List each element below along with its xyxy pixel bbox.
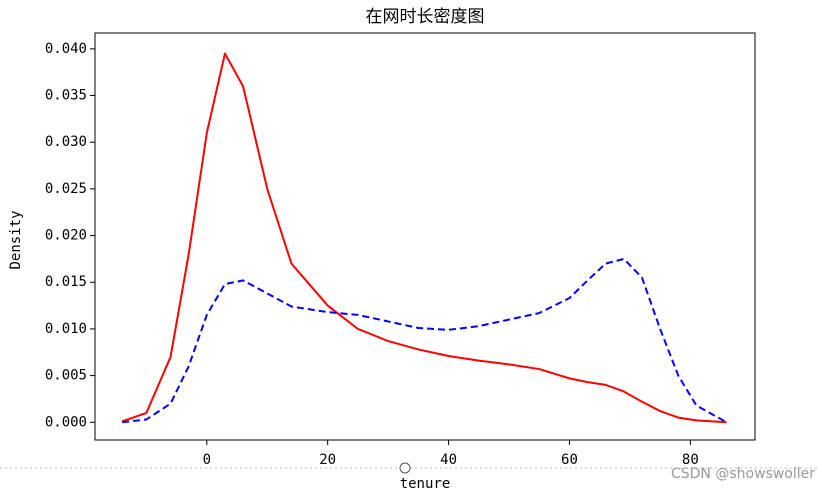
x-tick-label: 60 — [561, 452, 578, 468]
density-line — [121, 52, 727, 424]
chart-title: 在网时长密度图 — [366, 7, 485, 27]
y-tick-label: 0.000 — [45, 414, 87, 430]
x-tick-label: 20 — [319, 452, 336, 468]
x-tick-label: 40 — [440, 452, 457, 468]
y-tick-label: 0.010 — [45, 321, 87, 337]
y-tick-label: 0.040 — [45, 41, 87, 57]
x-tick-label: 0 — [203, 452, 211, 468]
y-tick-label: 0.020 — [45, 228, 87, 244]
y-tick-label: 0.025 — [45, 181, 87, 197]
x-tick-label: 80 — [682, 452, 699, 468]
y-tick-label: 0.035 — [45, 88, 87, 104]
x-axis-label: tenure — [400, 476, 451, 490]
y-tick-label: 0.005 — [45, 368, 87, 384]
watermark: CSDN @showswoller — [671, 466, 815, 482]
handle — [399, 462, 411, 474]
y-axis-label: Density — [8, 210, 24, 269]
density-line — [122, 257, 728, 424]
y-tick-label: 0.030 — [45, 134, 87, 150]
plot-frame — [94, 32, 756, 441]
y-tick-label: 0.015 — [45, 274, 87, 290]
